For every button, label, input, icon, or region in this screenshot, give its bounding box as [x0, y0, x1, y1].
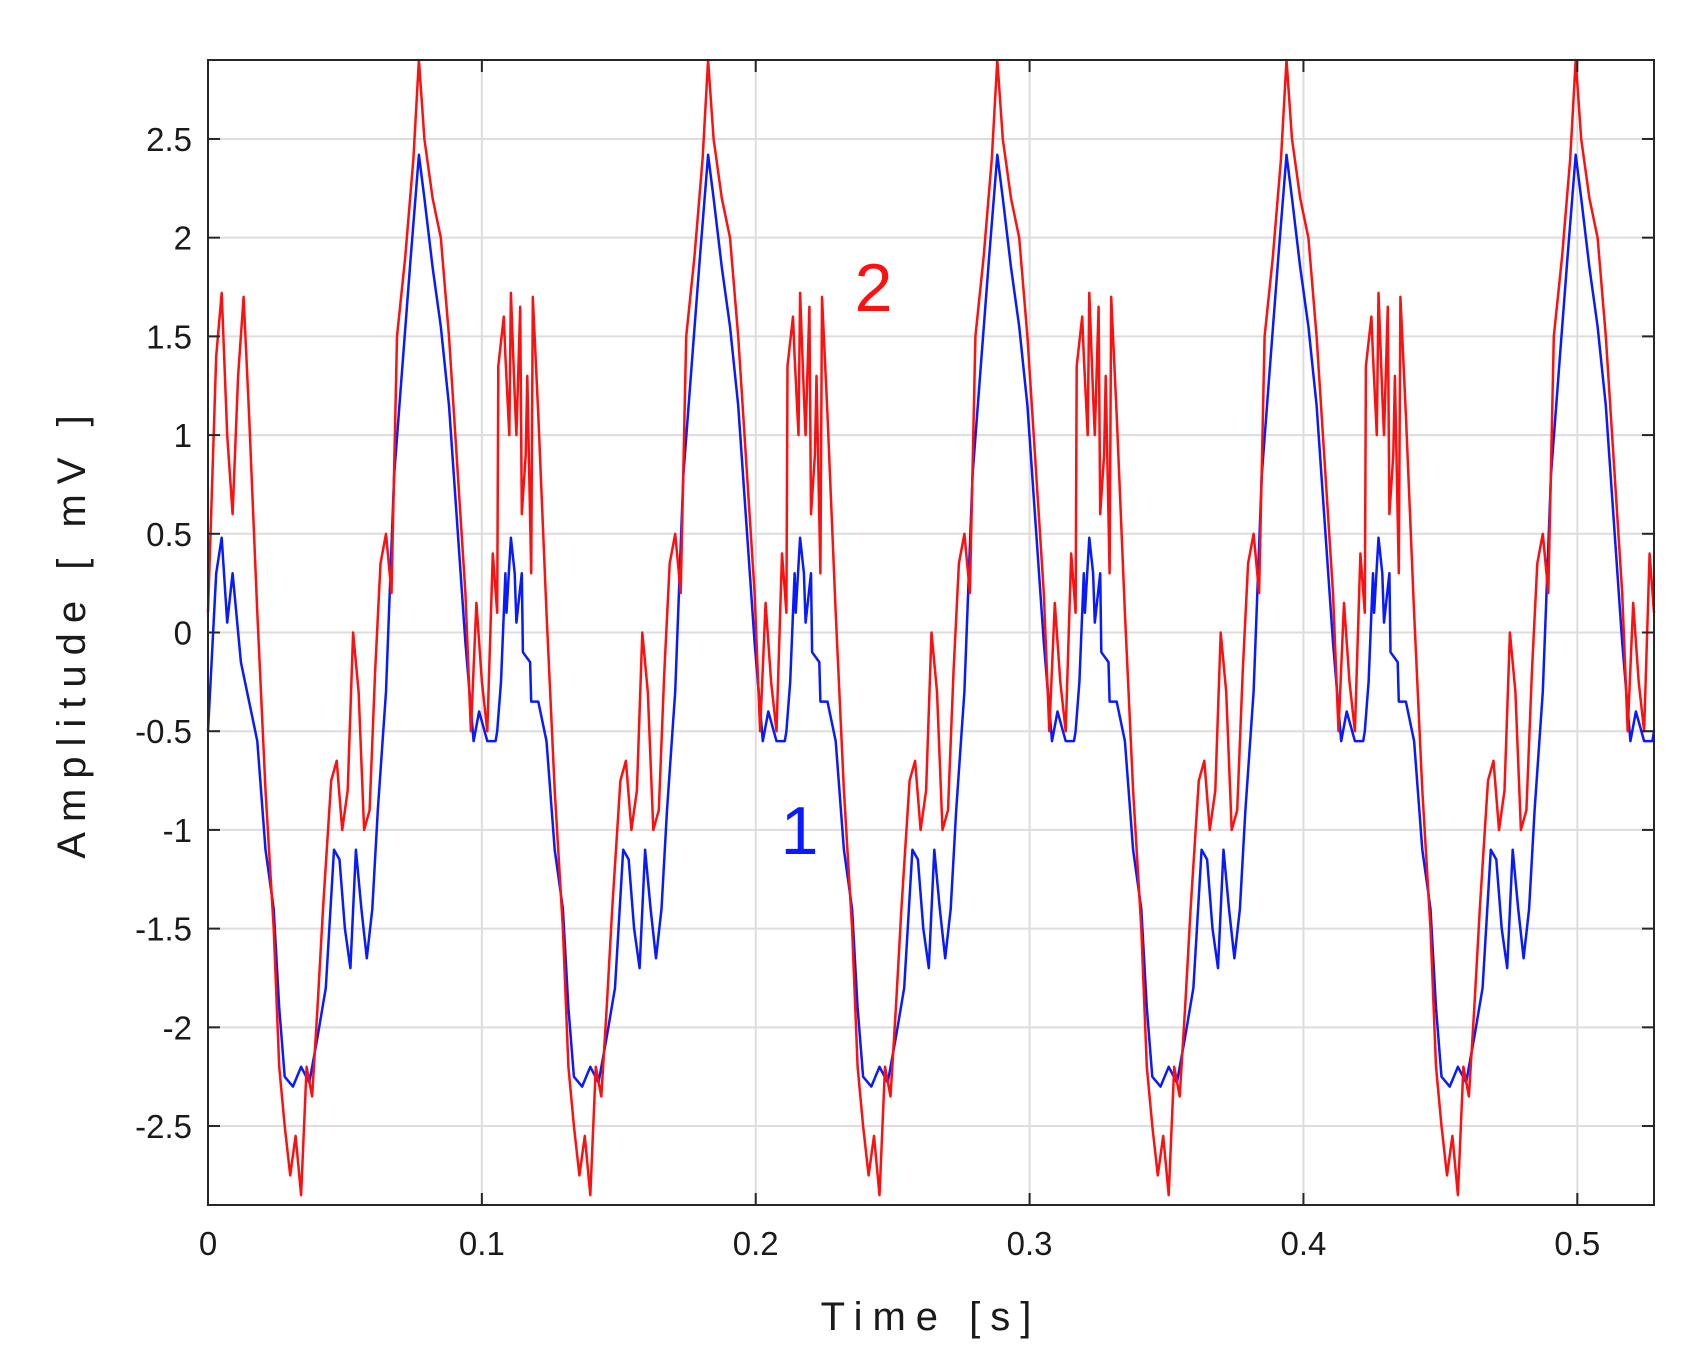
y-tick-label: 0.5	[146, 516, 192, 553]
tick-marks	[207, 60, 1654, 1205]
x-tick-label: 0.4	[1281, 1225, 1327, 1262]
y-tick-label: -2	[163, 1009, 192, 1046]
x-axis-label: Time [s]	[821, 1295, 1042, 1339]
y-tick-label: 1.5	[146, 318, 192, 355]
y-tick-label: -1.5	[135, 911, 192, 948]
x-tick-label: 0	[199, 1225, 217, 1262]
y-tick-label: -0.5	[135, 713, 192, 750]
x-tick-labels: 0 0.1 0.2 0.3 0.4 0.5	[199, 1225, 1600, 1262]
y-tick-label: 2.5	[146, 121, 192, 158]
series-layer	[206, 58, 1656, 1197]
y-tick-label: -2.5	[135, 1108, 192, 1145]
y-axis-label: Amplitude [ mV ]	[50, 405, 94, 858]
x-tick-label: 0.3	[1007, 1225, 1053, 1262]
series-label-1: 1	[781, 793, 819, 869]
series-label-2: 2	[855, 250, 893, 326]
y-tick-label: -1	[163, 812, 192, 849]
series-line-1	[206, 153, 1656, 1088]
y-tick-labels: 2.5 2 1.5 1 0.5 0 -0.5 -1 -1.5 -2 -2.5	[135, 121, 192, 1145]
series-annotations: 12	[781, 250, 893, 869]
x-tick-label: 0.5	[1554, 1225, 1600, 1262]
y-tick-label: 1	[174, 417, 192, 454]
x-tick-label: 0.1	[459, 1225, 505, 1262]
y-tick-label: 2	[174, 220, 192, 257]
y-tick-label: 0	[174, 615, 192, 652]
series-line-2	[206, 58, 1656, 1197]
x-tick-label: 0.2	[733, 1225, 779, 1262]
